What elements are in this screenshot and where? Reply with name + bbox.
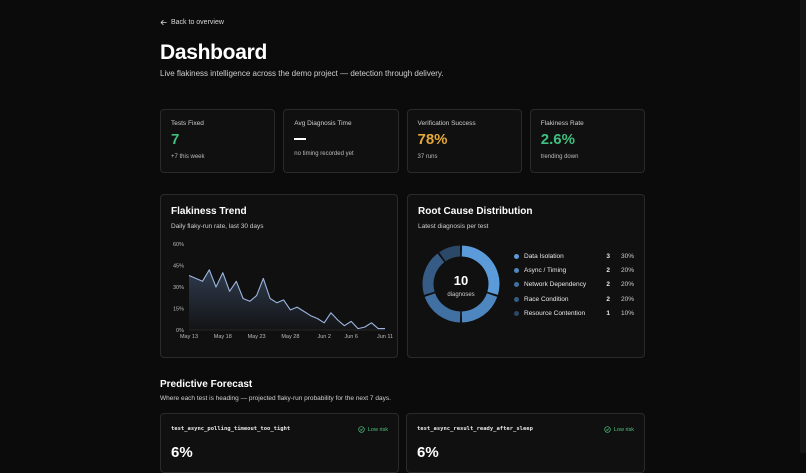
- trend-line: [188, 269, 385, 330]
- stat-card-avg-diagnosis-time: Avg Diagnosis Time no timing recorded ye…: [283, 109, 399, 173]
- panel-title: Flakiness Trend: [171, 206, 247, 217]
- forecast-card[interactable]: test_async_polling_timeout_too_tight Low…: [160, 413, 399, 473]
- stat-note: no timing recorded yet: [294, 151, 354, 157]
- stats-row: Tests Fixed 7 +7 this week Avg Diagnosis…: [160, 109, 645, 173]
- panel-subtitle: Latest diagnosis per test: [418, 223, 489, 230]
- y-tick-label: 15%: [173, 307, 184, 313]
- legend-label: Resource Contention: [524, 309, 586, 317]
- forecast-section-title: Predictive Forecast: [160, 379, 253, 390]
- stat-note: trending down: [540, 154, 579, 160]
- stat-label: Tests Fixed: [171, 120, 204, 127]
- trend-area: [189, 269, 385, 330]
- back-link-label: Back to overview: [171, 19, 224, 26]
- legend-item[interactable]: Network Dependency 2 20%: [514, 278, 634, 292]
- stat-label: Avg Diagnosis Time: [294, 120, 352, 127]
- legend-item[interactable]: Race Condition 2 20%: [514, 292, 634, 306]
- donut-slice[interactable]: [424, 292, 461, 323]
- x-tick-label: Jun 6: [344, 334, 357, 340]
- legend-swatch: [514, 296, 519, 302]
- legend-item[interactable]: Async / Timing 2 20%: [514, 263, 634, 277]
- stat-card-tests-fixed: Tests Fixed 7 +7 this week: [160, 109, 276, 173]
- page-title: Dashboard: [160, 41, 267, 64]
- flakiness-trend-panel: Flakiness Trend Daily flaky-run rate, la…: [160, 194, 398, 358]
- x-tick-label: Jun 11: [377, 334, 393, 340]
- risk-label: Low risk: [367, 426, 388, 433]
- legend-label: Async / Timing: [524, 266, 567, 274]
- root-cause-legend: Data Isolation 3 30% Async / Timing 2 20…: [514, 249, 634, 320]
- panel-title: Root Cause Distribution: [418, 206, 533, 217]
- legend-count: 3: [606, 252, 610, 260]
- risk-badge: Low risk: [358, 426, 388, 433]
- x-tick-label: May 13: [180, 334, 198, 340]
- stat-label: Verification Success: [417, 120, 476, 127]
- legend-swatch: [514, 310, 519, 316]
- page-subtitle: Live flakiness intelligence across the d…: [160, 69, 444, 78]
- forecast-test-name: test_async_polling_timeout_too_tight: [171, 426, 291, 432]
- legend-percent: 20%: [620, 266, 634, 274]
- check-circle-icon: [604, 426, 611, 433]
- y-tick-label: 0%: [176, 328, 184, 334]
- stat-card-flakiness-rate: Flakiness Rate 2.6% trending down: [529, 109, 645, 173]
- x-tick-label: May 18: [214, 334, 232, 340]
- legend-percent: 30%: [620, 252, 634, 260]
- legend-label: Race Condition: [524, 295, 569, 303]
- flakiness-trend-chart[interactable]: 0% 15% 30% 45% 60% May 13 May 18 May 23 May 28 Ju…: [161, 235, 397, 355]
- check-circle-icon: [358, 426, 365, 433]
- back-link[interactable]: Back to overview: [160, 19, 224, 26]
- risk-label: Low risk: [613, 426, 634, 433]
- donut-center-value: 10: [454, 273, 468, 288]
- y-tick-label: 30%: [173, 285, 184, 291]
- forecast-section-subtitle: Where each test is heading — projected f…: [160, 395, 391, 402]
- stat-note: 37 runs: [417, 154, 438, 160]
- x-tick-label: May 28: [281, 334, 299, 340]
- risk-badge: Low risk: [604, 426, 634, 433]
- donut-slice[interactable]: [461, 292, 498, 323]
- root-cause-donut-chart[interactable]: 10 diagnoses: [416, 239, 506, 329]
- stat-value: 2.6%: [540, 131, 575, 148]
- stat-card-verification-success: Verification Success 78% 37 runs: [406, 109, 522, 173]
- y-tick-label: 45%: [173, 264, 184, 270]
- legend-count: 2: [606, 295, 610, 303]
- stat-note: +7 this week: [171, 154, 205, 160]
- legend-swatch: [514, 282, 519, 288]
- legend-label: Data Isolation: [524, 252, 564, 260]
- x-tick-label: Jun 2: [317, 334, 330, 340]
- page-scrollbar[interactable]: [800, 0, 806, 453]
- legend-count: 2: [606, 281, 610, 289]
- arrow-left-icon: [160, 19, 167, 26]
- legend-item[interactable]: Resource Contention 1 10%: [514, 306, 634, 320]
- legend-count: 1: [606, 309, 610, 317]
- x-tick-label: May 23: [248, 334, 266, 340]
- legend-label: Network Dependency: [524, 281, 587, 289]
- donut-center-label: diagnoses: [447, 292, 474, 298]
- legend-item[interactable]: Data Isolation 3 30%: [514, 249, 634, 263]
- donut-slice[interactable]: [422, 253, 445, 295]
- donut-slice[interactable]: [461, 245, 500, 295]
- legend-percent: 20%: [620, 295, 634, 303]
- stat-value: 7: [171, 131, 180, 148]
- legend-count: 2: [606, 266, 610, 274]
- legend-swatch: [514, 267, 519, 273]
- forecast-test-name: test_async_result_ready_after_sleep: [417, 426, 533, 432]
- legend-percent: 10%: [620, 309, 634, 317]
- legend-swatch: [514, 253, 519, 259]
- root-cause-panel: Root Cause Distribution Latest diagnosis…: [407, 194, 645, 358]
- donut-slice[interactable]: [439, 245, 461, 262]
- stat-value-empty-dash: [294, 138, 307, 140]
- panel-subtitle: Daily flaky-run rate, last 30 days: [171, 223, 264, 230]
- y-tick-label: 60%: [173, 242, 184, 248]
- legend-percent: 20%: [620, 281, 634, 289]
- forecast-card[interactable]: test_async_result_ready_after_sleep Low …: [406, 413, 645, 473]
- stat-value: 78%: [417, 131, 448, 148]
- stat-label: Flakiness Rate: [540, 120, 584, 127]
